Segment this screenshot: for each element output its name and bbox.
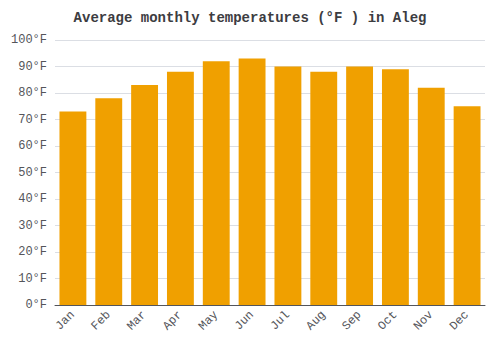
svg-text:50°F: 50°F	[18, 166, 47, 180]
svg-text:Nov: Nov	[411, 308, 436, 333]
svg-text:Mar: Mar	[124, 308, 149, 333]
svg-text:Apr: Apr	[160, 308, 185, 333]
svg-text:Jun: Jun	[232, 308, 257, 333]
svg-text:0°F: 0°F	[25, 298, 47, 312]
svg-text:80°F: 80°F	[18, 86, 47, 100]
svg-text:Aug: Aug	[304, 308, 329, 333]
svg-text:Jan: Jan	[53, 308, 78, 333]
svg-text:30°F: 30°F	[18, 219, 47, 233]
svg-text:Oct: Oct	[375, 308, 400, 333]
svg-text:Feb: Feb	[89, 308, 114, 333]
svg-text:Jul: Jul	[268, 308, 293, 333]
svg-text:Sep: Sep	[339, 308, 364, 333]
svg-text:Average monthly temperatures (: Average monthly temperatures (°F ) in Al…	[74, 10, 427, 26]
svg-text:40°F: 40°F	[18, 192, 47, 206]
svg-text:70°F: 70°F	[18, 113, 47, 127]
svg-text:100°F: 100°F	[11, 33, 47, 47]
svg-text:Dec: Dec	[447, 308, 472, 333]
svg-text:May: May	[196, 308, 221, 333]
svg-text:10°F: 10°F	[18, 272, 47, 286]
svg-text:60°F: 60°F	[18, 139, 47, 153]
svg-text:20°F: 20°F	[18, 245, 47, 259]
svg-text:90°F: 90°F	[18, 60, 47, 74]
